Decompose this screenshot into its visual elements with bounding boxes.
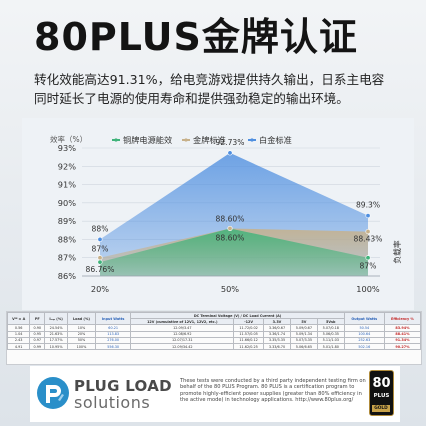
header-cell: Iₛᵤₚ (%)	[44, 311, 69, 326]
data-label: 89.3%	[356, 201, 380, 210]
legend-label: 铜牌电源能效	[123, 135, 172, 145]
x-tick-label: 50%	[221, 284, 239, 294]
x-axis-annotation: 负载率	[392, 240, 402, 264]
80plus-gold-badge: 80 PLUS GOLD	[369, 370, 394, 416]
data-label: 87%	[360, 262, 377, 271]
table-cell: 4.91	[6, 342, 31, 351]
data-label: 92.73%	[216, 138, 245, 147]
legend-label: 金牌标准	[193, 135, 226, 145]
header-cell: PF	[29, 311, 46, 326]
data-point	[97, 255, 103, 261]
efficiency-chart-panel: 效率（%） 铜牌电源能效 金牌标准 白金标准 93% 92% 91% 90% 89% 88% 87%…	[22, 118, 414, 310]
table-cell: 502.16	[343, 342, 385, 351]
y-tick-label: 88%	[58, 234, 76, 244]
data-point	[97, 259, 103, 265]
data-label: 87%	[92, 245, 109, 254]
data-label: 88.60%	[216, 233, 245, 242]
header-cell: Efficiency %	[383, 311, 422, 326]
efficiency-chart: 效率（%） 铜牌电源能效 金牌标准 白金标准 93% 92% 91% 90% 89% 88% 87%…	[50, 134, 402, 294]
header-cell: Output Watts	[343, 311, 385, 326]
table-cell: 5.06/6.65	[289, 342, 318, 351]
badge-grade: GOLD	[372, 405, 390, 412]
series-area	[100, 228, 368, 276]
y-tick-label: 87%	[58, 253, 76, 263]
data-point	[97, 236, 103, 242]
legend-label: 白金标准	[259, 135, 292, 145]
test-report-table: Vᴵᴺ = A PF Iₛᵤₚ (%) Load (%) Input Watts…	[6, 311, 422, 365]
badge-number: 80	[372, 376, 391, 391]
y-tick-label: 91%	[58, 180, 76, 190]
table-cell: 90.27%	[383, 342, 422, 351]
data-point	[365, 255, 371, 261]
table-cell: 10.95%	[44, 342, 69, 351]
brand-name-top: PLUG LOAD	[74, 377, 172, 395]
y-axis-label: 效率（%）	[50, 134, 87, 144]
y-tick-label: 93%	[58, 143, 76, 153]
data-point	[365, 229, 371, 235]
data-label: 88%	[92, 224, 109, 233]
plug-load-logo-icon	[37, 377, 69, 409]
data-point	[227, 225, 233, 231]
spec-table: Vᴵᴺ = A PF Iₛᵤₚ (%) Load (%) Input Watts…	[6, 311, 422, 351]
table-cell: 0.99	[29, 342, 46, 351]
table-row: 4.91 0.99 10.95% 100% 556.30 12.09/34.42 11.62…	[6, 342, 422, 351]
badge-plus: PLUS	[373, 393, 390, 399]
certification-footer: PLUG LOAD solutions These tests were con…	[30, 366, 400, 422]
table-cell: 12.09/34.42	[130, 342, 235, 351]
y-tick-label: 92%	[58, 161, 76, 171]
data-label: 88.60%	[216, 214, 245, 223]
table-cell: 556.30	[94, 342, 132, 351]
data-point	[365, 213, 371, 219]
header-cell: Load (%)	[67, 311, 96, 326]
table-cell: 5.01/1.80	[316, 342, 345, 351]
table-cell: 11.62/0.25	[233, 342, 265, 351]
intro-line: 同时延长了电源的使用寿命和提供强劲稳定的输出环境。	[34, 91, 349, 106]
y-tick-label: 89%	[58, 216, 76, 226]
legend-marker	[184, 138, 188, 142]
table-cell: 3.33/6.70	[263, 342, 291, 351]
table-row: 2.43 0.97 17.57% 50% 276.00 12.07/17.31 11.66/…	[6, 336, 422, 344]
page-title: 80PLUS金牌认证	[34, 15, 358, 59]
intro-text: 转化效能高达91.31%，给电竞游戏提供持久输出，日系主电容 同时延长了电源的使…	[34, 70, 414, 108]
header-cell: Vᴵᴺ = A	[6, 311, 31, 326]
table-cell: 100%	[67, 342, 96, 351]
footer-disclaimer: These tests were conducted by a third pa…	[180, 378, 366, 404]
y-tick-label: 86%	[58, 271, 76, 281]
y-tick-label: 90%	[58, 198, 76, 208]
data-label: 86.76%	[86, 265, 115, 274]
data-label: 88.43%	[354, 235, 383, 244]
intro-line: 转化效能高达91.31%，给电竞游戏提供持久输出，日系主电容	[34, 72, 385, 87]
x-tick-label: 100%	[356, 284, 380, 294]
brand-name-bottom: solutions	[74, 393, 151, 412]
legend-marker	[114, 138, 118, 142]
x-tick-label: 20%	[91, 284, 109, 294]
data-point	[227, 150, 233, 156]
legend-marker	[250, 138, 254, 142]
header-cell: Input Watts	[94, 311, 132, 326]
